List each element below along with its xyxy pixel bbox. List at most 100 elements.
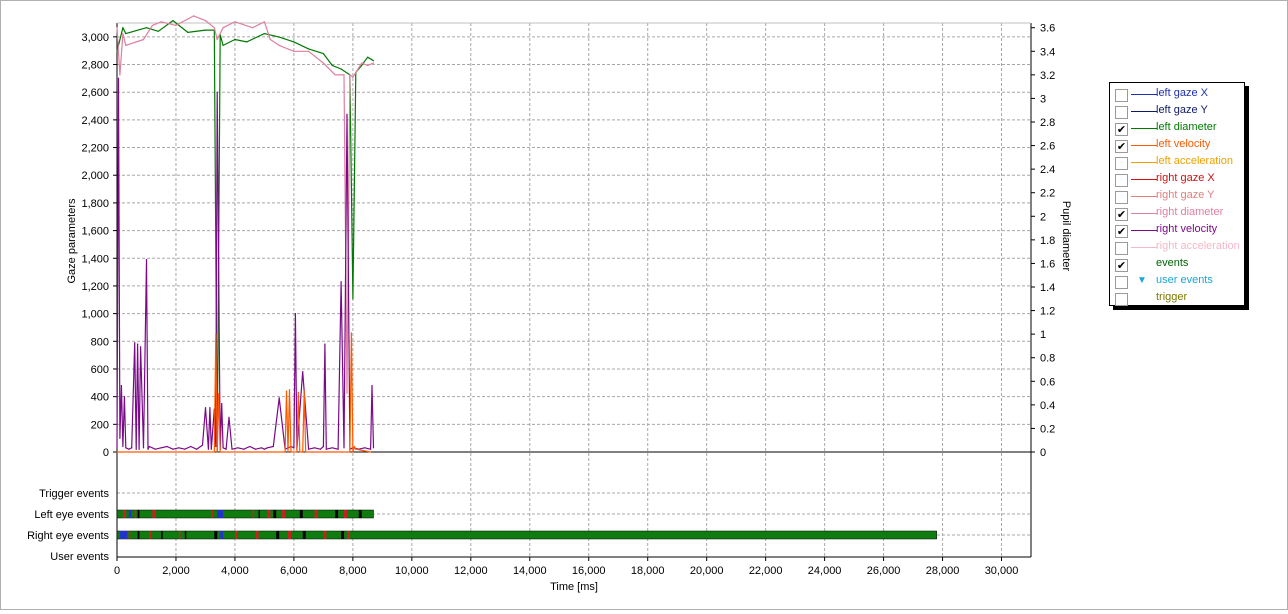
legend-item-left-diameter[interactable]: ✔ left diameter: [1110, 120, 1244, 137]
data-point-right-diameter: [204, 20, 207, 22]
legend-label: trigger: [1156, 291, 1188, 303]
data-point-right-diameter: [263, 21, 265, 23]
data-point-right-velocity: [128, 448, 130, 450]
triangle-marker-icon: ▼: [1137, 275, 1147, 286]
event-mark: [234, 531, 238, 539]
data-point-right-diameter: [193, 15, 195, 17]
legend-checkbox[interactable]: ✔: [1115, 259, 1128, 272]
y2-tick-label: 2: [1040, 211, 1046, 223]
data-point-right-velocity: [249, 445, 251, 448]
data-point-right-velocity: [184, 448, 186, 450]
legend-checkbox[interactable]: [1115, 106, 1128, 119]
data-point-right-diameter: [334, 74, 336, 76]
data-point-right-velocity: [172, 448, 174, 450]
data-point-right-diameter: [293, 50, 295, 52]
event-mark: [344, 510, 347, 518]
legend-checkbox[interactable]: [1115, 276, 1128, 289]
y2-tick-label: 3.6: [1040, 23, 1055, 35]
event-mark: [184, 531, 187, 539]
data-point-left-velocity: [213, 451, 215, 453]
data-point-right-velocity: [201, 444, 204, 446]
legend-label: left acceleration: [1156, 155, 1234, 167]
legend-item-trigger[interactable]: trigger: [1110, 290, 1244, 307]
legend-item-right-gaze-X[interactable]: right gaze X: [1110, 171, 1244, 188]
legend-item-right-velocity[interactable]: ✔ right velocity: [1110, 222, 1244, 239]
data-point-right-velocity: [319, 448, 321, 450]
data-point-right-diameter: [278, 44, 280, 47]
x-tick-label: 0: [114, 565, 120, 577]
x-tick-label: 6,000: [280, 565, 308, 577]
event-mark: [288, 531, 291, 539]
data-point-left-diameter: [246, 41, 248, 43]
data-point-right-velocity: [215, 445, 217, 448]
data-point-right-velocity: [122, 445, 124, 448]
data-point-left-diameter: [187, 31, 189, 33]
data-point-right-velocity: [138, 448, 140, 450]
legend-item-left-gaze-Y[interactable]: left gaze Y: [1110, 103, 1244, 120]
data-point-right-diameter: [122, 33, 124, 35]
x-tick-label: 12,000: [454, 565, 488, 577]
data-point-left-diameter: [352, 298, 354, 300]
data-point-right-velocity: [225, 448, 227, 450]
legend-checkbox[interactable]: [1115, 89, 1128, 102]
legend-item-left-velocity[interactable]: ✔ left velocity: [1110, 137, 1244, 154]
y2-tick-label: 3.4: [1040, 46, 1055, 58]
y2-tick-label: 0: [1040, 447, 1046, 459]
legend-item-user-events[interactable]: ▼ user events: [1110, 273, 1244, 290]
y2-tick-label: 1: [1040, 329, 1046, 341]
event-mark: [276, 531, 280, 539]
y2-tick-label: 1.4: [1040, 282, 1055, 294]
legend-label: left gaze Y: [1156, 104, 1208, 116]
data-point-left-velocity: [302, 451, 304, 453]
data-point-left-diameter: [204, 29, 207, 31]
legend-checkbox[interactable]: [1115, 242, 1128, 255]
data-point-right-velocity: [117, 77, 120, 79]
y2-tick-label: 2.4: [1040, 164, 1055, 176]
event-mark: [119, 531, 128, 539]
event-row-label: Right eye events: [27, 530, 109, 542]
data-point-right-diameter: [308, 50, 310, 52]
legend-label: left gaze X: [1156, 87, 1208, 99]
data-point-right-diameter: [252, 27, 254, 29]
event-mark: [302, 531, 306, 539]
data-point-right-velocity: [255, 448, 257, 450]
data-point-left-diameter: [322, 53, 324, 55]
data-point-left-velocity: [299, 451, 301, 453]
x-tick-label: 24,000: [808, 565, 842, 577]
legend-item-right-gaze-Y[interactable]: right gaze Y: [1110, 188, 1244, 205]
legend-line-swatch: [1131, 230, 1157, 231]
data-point-left-velocity: [352, 451, 354, 453]
legend-checkbox[interactable]: [1115, 293, 1128, 306]
event-mark: [255, 531, 259, 539]
legend-checkbox[interactable]: ✔: [1115, 140, 1128, 153]
y-tick-label: 0: [103, 447, 109, 459]
legend-item-left-acceleration[interactable]: left acceleration: [1110, 154, 1244, 171]
legend-item-right-acceleration[interactable]: right acceleration: [1110, 239, 1244, 256]
legend-item-left-gaze-X[interactable]: left gaze X: [1110, 86, 1244, 103]
legend-label: right velocity: [1156, 223, 1218, 235]
data-point-right-velocity: [166, 445, 168, 448]
legend-checkbox[interactable]: [1115, 191, 1128, 204]
event-mark: [323, 531, 327, 539]
event-mark: [122, 510, 126, 518]
data-point-right-velocity: [324, 343, 326, 345]
legend-line-swatch: [1131, 247, 1157, 248]
legend-checkbox[interactable]: ✔: [1115, 123, 1128, 136]
legend-label: right gaze X: [1156, 172, 1215, 184]
series-legend: left gaze X left gaze Y ✔ left diameter ✔ lef…: [1109, 82, 1245, 306]
data-point-left-diameter: [145, 27, 148, 29]
x-tick-label: 28,000: [926, 565, 960, 577]
legend-item-events[interactable]: ✔ events: [1110, 256, 1244, 273]
legend-label: right diameter: [1156, 206, 1224, 218]
legend-checkbox[interactable]: [1115, 174, 1128, 187]
legend-checkbox[interactable]: ✔: [1115, 225, 1128, 238]
legend-item-right-diameter[interactable]: ✔ right diameter: [1110, 205, 1244, 222]
legend-checkbox[interactable]: [1115, 157, 1128, 170]
data-point-left-velocity: [215, 333, 217, 335]
data-point-right-velocity: [260, 447, 263, 449]
y-tick-label: 2,200: [81, 143, 109, 155]
data-point-right-diameter: [160, 21, 162, 23]
data-point-left-diameter: [372, 60, 375, 62]
legend-checkbox[interactable]: ✔: [1115, 208, 1128, 221]
